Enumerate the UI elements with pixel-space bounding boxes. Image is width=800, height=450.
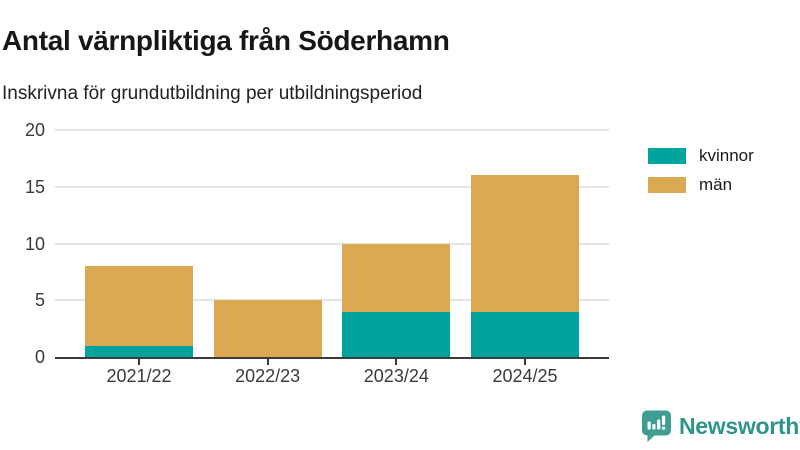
x-tick [524, 359, 526, 365]
gridline-15 [55, 185, 609, 188]
gridline-20 [55, 129, 609, 131]
gridline-10 [55, 242, 609, 245]
bar-segment-män [85, 266, 193, 346]
y-tick-label: 5 [34, 290, 45, 311]
newsworthy-logo: Newsworthy [641, 410, 800, 443]
y-tick-label: 10 [24, 233, 45, 254]
chart-subtitle: Inskrivna för grundutbildning per utbild… [2, 83, 423, 104]
gridline-5 [55, 299, 609, 302]
bar-segment-kvinnor [342, 311, 451, 357]
plot-area [55, 129, 609, 359]
legend-swatch [648, 148, 686, 164]
bar-segment-kvinnor [471, 311, 579, 357]
bar-2023/24 [342, 243, 451, 358]
bar-2022/23 [213, 300, 322, 357]
bar-segment-män [342, 243, 451, 312]
bar-2021/22 [85, 266, 193, 357]
legend-item-kvinnor: kvinnor [648, 146, 754, 166]
chart-title: Antal värnpliktiga från Söderhamn [2, 24, 450, 56]
y-tick-label: 0 [34, 347, 45, 367]
bar-chart-speech-bubble-icon [642, 410, 671, 442]
x-tick-label: 2022/23 [235, 366, 301, 386]
legend-item-män: män [648, 175, 754, 195]
bar-2024/25 [471, 175, 579, 357]
y-tick-label: 15 [24, 176, 45, 197]
brand-name: Newsworthy [679, 413, 800, 439]
x-tick-label: 2024/25 [492, 366, 558, 386]
legend-label: kvinnor [699, 146, 754, 165]
bar-segment-kvinnor [85, 345, 193, 357]
x-tick [395, 359, 398, 365]
bar-segment-män [471, 175, 579, 312]
legend: kvinnor män [648, 146, 754, 195]
x-tick [138, 359, 140, 365]
y-tick-label: 20 [24, 120, 45, 140]
x-tick-label: 2023/24 [363, 366, 429, 386]
x-tick-label: 2021/22 [106, 366, 172, 386]
bar-segment-män [213, 300, 322, 357]
x-tick [266, 359, 269, 365]
legend-swatch [648, 177, 686, 193]
legend-label: män [699, 175, 733, 194]
